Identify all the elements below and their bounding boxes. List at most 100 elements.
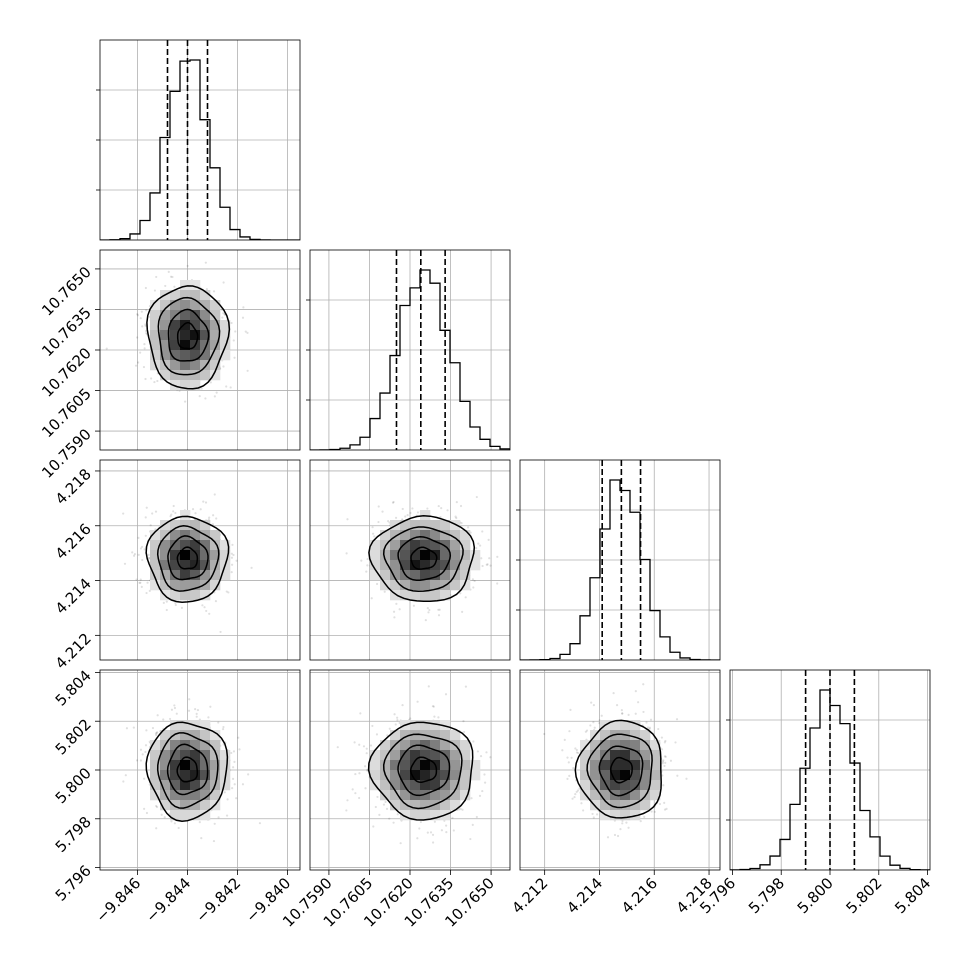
- density-cell: [150, 570, 161, 581]
- density-cell: [160, 370, 171, 381]
- density-cell: [180, 350, 191, 361]
- contour-level: [167, 308, 210, 362]
- scatter-point: [480, 557, 483, 560]
- scatter-point: [175, 712, 178, 715]
- scatter-point: [675, 718, 679, 721]
- density-cell: [450, 560, 461, 571]
- density-cell: [440, 780, 451, 791]
- scatter-point: [201, 604, 204, 607]
- density-cell: [150, 750, 161, 761]
- density-cell: [390, 780, 401, 791]
- density-cell: [220, 350, 231, 361]
- density-cell: [450, 550, 461, 561]
- density-cell: [210, 530, 221, 541]
- density-cell: [170, 330, 181, 341]
- density-cell: [190, 520, 201, 531]
- scatter-point: [155, 805, 159, 809]
- density-cell: [160, 730, 171, 741]
- density-cell: [220, 780, 231, 791]
- density-cell: [460, 540, 471, 551]
- y-tick-label: 5.798: [52, 813, 95, 856]
- scatter-point: [169, 275, 173, 278]
- scatter-point: [437, 504, 440, 508]
- density-cell: [420, 780, 431, 791]
- contour-level: [410, 546, 438, 570]
- scatter-point: [388, 817, 391, 820]
- scatter-point: [212, 290, 216, 293]
- density-cell: [160, 570, 171, 581]
- scatter-point: [139, 351, 142, 354]
- contour-level: [157, 296, 221, 376]
- density-cell: [630, 760, 641, 771]
- contour-level: [598, 745, 644, 797]
- scatter-point: [595, 813, 599, 816]
- density-cell: [420, 740, 431, 751]
- scatter-point: [168, 717, 172, 721]
- scatter-point: [471, 578, 474, 581]
- density-cell: [400, 770, 411, 781]
- scatter-point: [566, 777, 569, 780]
- contour-level: [176, 546, 199, 570]
- density-cell: [590, 770, 601, 781]
- scatter-point: [486, 563, 489, 566]
- panel-0-0: [96, 39, 301, 241]
- x-tick-label: 4.212: [508, 874, 551, 917]
- density-cell: [190, 800, 201, 811]
- scatter-point: [365, 752, 368, 755]
- density-cell: [170, 520, 181, 531]
- density-cell: [620, 770, 631, 781]
- scatter-point: [141, 325, 144, 328]
- scatter-point: [582, 809, 585, 812]
- density-cell: [450, 780, 461, 791]
- scatter-point: [143, 343, 146, 346]
- density-cell: [200, 750, 211, 761]
- scatter-point: [372, 825, 375, 828]
- scatter-point: [144, 377, 147, 381]
- contour-level: [382, 733, 463, 810]
- density-cell: [180, 720, 191, 731]
- scatter-point: [396, 716, 399, 719]
- scatter-point: [198, 821, 201, 824]
- scatter-point: [145, 309, 148, 312]
- x-tick-label: 4.214: [563, 874, 606, 917]
- scatter-point: [148, 589, 151, 592]
- density-cell: [400, 740, 411, 751]
- scatter-point: [230, 563, 234, 566]
- scatter-point: [226, 798, 229, 801]
- scatter-point: [657, 727, 660, 731]
- scatter-point: [575, 751, 579, 754]
- scatter-point: [145, 811, 149, 815]
- density-cell: [590, 790, 601, 801]
- density-cell: [410, 520, 421, 531]
- density-cell: [370, 770, 381, 781]
- density-cell: [410, 580, 421, 591]
- density-cell: [400, 730, 411, 741]
- scatter-point: [459, 504, 463, 508]
- scatter-point: [634, 690, 637, 693]
- scatter-point: [123, 562, 127, 565]
- density-cell: [430, 550, 441, 561]
- scatter-point: [416, 837, 419, 840]
- scatter-point: [398, 608, 401, 611]
- density-cell: [610, 780, 621, 791]
- density-cell: [630, 730, 641, 741]
- scatter-point: [429, 831, 433, 834]
- scatter-point: [371, 724, 374, 728]
- scatter-point: [475, 547, 478, 550]
- scatter-point: [440, 506, 443, 510]
- scatter-point: [592, 704, 596, 707]
- histogram-step: [100, 59, 300, 240]
- scatter-point: [642, 683, 645, 686]
- density-cell: [150, 770, 161, 781]
- density-cell: [170, 320, 181, 331]
- density-cell: [410, 770, 421, 781]
- scatter-point: [567, 761, 570, 764]
- scatter-point: [563, 738, 566, 741]
- scatter-point: [485, 751, 488, 754]
- density-cell: [390, 760, 401, 771]
- density-cell: [380, 760, 391, 771]
- scatter-point: [204, 261, 207, 264]
- contour-level: [367, 721, 474, 821]
- density-cell: [430, 530, 441, 541]
- density-cell: [150, 350, 161, 361]
